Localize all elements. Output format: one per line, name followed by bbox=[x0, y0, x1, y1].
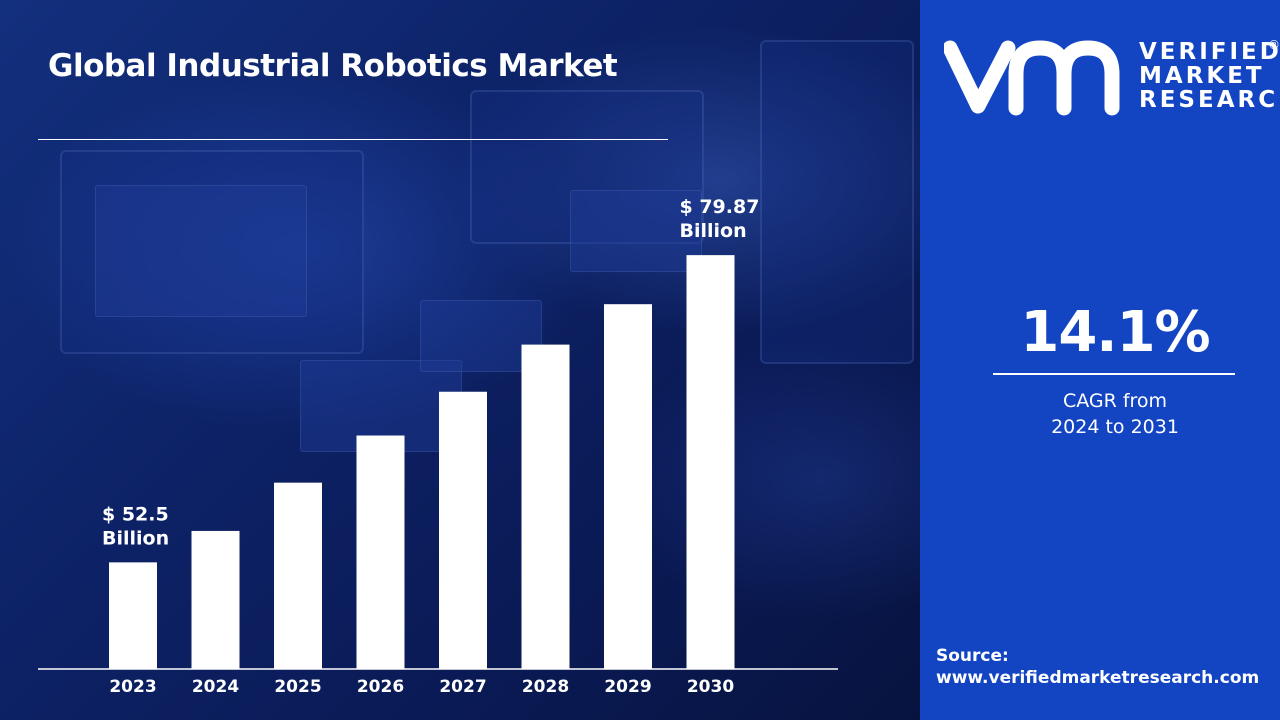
data-label-2030-line2: Billion bbox=[680, 220, 747, 242]
registered-mark: ® bbox=[1268, 38, 1280, 52]
data-label-2023-line1: $ 52.5 bbox=[102, 503, 169, 525]
x-tick-label-2026: 2026 bbox=[357, 677, 404, 697]
background-circuit-board bbox=[60, 150, 364, 354]
cagr-value: 14.1% bbox=[1020, 300, 1210, 365]
vmr-monogram-icon bbox=[944, 40, 1120, 116]
background-chip bbox=[95, 185, 307, 317]
bar-2023 bbox=[109, 562, 157, 669]
x-tick-label-2027: 2027 bbox=[439, 677, 486, 697]
x-tick-label-2023: 2023 bbox=[109, 677, 156, 697]
source-url: www.verifiedmarketresearch.com bbox=[936, 668, 1260, 688]
background-circuit-board bbox=[470, 90, 704, 244]
x-tick-label-2024: 2024 bbox=[192, 677, 239, 697]
bar-2028 bbox=[521, 344, 570, 669]
x-tick-label-2028: 2028 bbox=[522, 677, 569, 697]
bar-2029 bbox=[604, 304, 652, 669]
source-label: Source: bbox=[936, 646, 1009, 666]
title-underline bbox=[38, 139, 668, 140]
brand-word-research: RESEARCH bbox=[1139, 87, 1280, 113]
x-tick-label-2025: 2025 bbox=[274, 677, 321, 697]
background-chip bbox=[570, 190, 702, 272]
bar-2030 bbox=[686, 255, 735, 669]
bar-2024 bbox=[191, 530, 240, 669]
x-tick-label-2030: 2030 bbox=[687, 677, 734, 697]
chart-panel: Global Industrial Robotics Market 2023 20… bbox=[0, 0, 920, 720]
x-tick-label-2029: 2029 bbox=[604, 677, 651, 697]
brand-word-market: MARKET bbox=[1139, 63, 1265, 89]
sidebar-panel: VERIFIED MARKET RESEARCH ® 14.1% CAGR fr… bbox=[920, 0, 1280, 720]
chart-title: Global Industrial Robotics Market bbox=[48, 48, 618, 84]
data-label-2030-line1: $ 79.87 bbox=[680, 196, 760, 218]
brand-logo: VERIFIED MARKET RESEARCH ® bbox=[944, 34, 1280, 120]
background-circuit-board bbox=[760, 40, 914, 364]
cagr-divider bbox=[993, 373, 1235, 375]
bar-2025 bbox=[274, 482, 322, 669]
bar-chart: 2023 2024 2025 2026 2027 2028 2029 2030 $ 52.5B… bbox=[38, 196, 838, 697]
brand-word-verified: VERIFIED bbox=[1139, 39, 1280, 65]
bar-2027 bbox=[439, 391, 487, 669]
cagr-label-line1: CAGR from bbox=[1062, 390, 1168, 412]
data-label-2023-line2: Billion bbox=[102, 527, 169, 549]
bar-2026 bbox=[356, 435, 405, 669]
cagr-label-line2: 2024 to 2031 bbox=[1051, 416, 1179, 438]
